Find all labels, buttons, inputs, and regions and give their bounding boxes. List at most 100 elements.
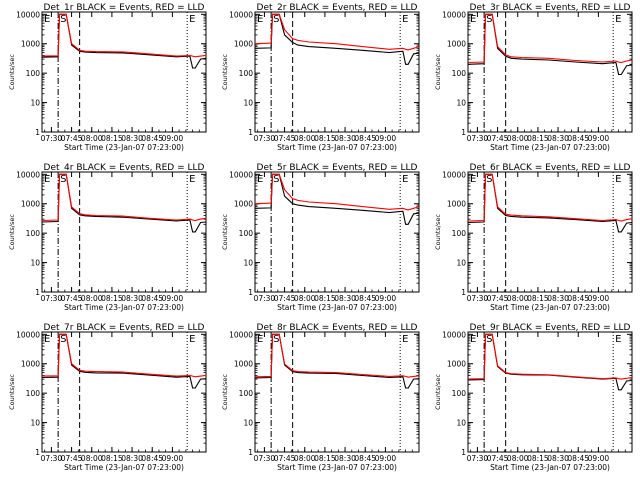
- chart-title: Det_3r BLACK = Events, RED = LLD: [470, 3, 631, 13]
- plot-frame: [467, 331, 633, 453]
- series-events-line: [42, 333, 206, 389]
- series-events-line: [255, 13, 419, 65]
- x-axis-label: Start Time (23-Jan-07 07:23:00): [64, 303, 184, 312]
- event-marker-label: S: [273, 14, 279, 25]
- y-tick-label: 1000: [234, 40, 253, 49]
- y-tick-label: 10: [456, 259, 466, 268]
- series-events-line: [255, 173, 419, 225]
- x-tick-label: 08:00: [507, 454, 529, 463]
- x-tick-label: 08:00: [81, 454, 103, 463]
- event-marker-label: E: [44, 174, 50, 185]
- x-tick-label: 08:15: [101, 294, 123, 303]
- event-marker-label: E: [615, 174, 621, 185]
- chart-title: Det_7r BLACK = Events, RED = LLD: [44, 323, 205, 333]
- x-tick-label: 08:00: [294, 294, 316, 303]
- event-marker-label: E: [615, 334, 621, 345]
- panel-2: Det_2r BLACK = Events, RED = LLD 1 10 100 10…: [221, 3, 420, 152]
- event-marker-label: E: [402, 334, 408, 345]
- event-marker-label: E: [44, 14, 50, 25]
- x-axis-label: Start Time (23-Jan-07 07:23:00): [277, 463, 397, 472]
- x-axis-label: Start Time (23-Jan-07 07:23:00): [277, 303, 397, 312]
- x-tick-label: 09:00: [375, 134, 397, 143]
- x-tick-label: 07:45: [274, 294, 296, 303]
- x-tick-label: 09:00: [588, 294, 610, 303]
- x-tick-label: 07:45: [274, 134, 296, 143]
- panel-7: Det_7r BLACK = Events, RED = LLD 1 10 100 10…: [8, 323, 207, 472]
- chart-title: Det_6r BLACK = Events, RED = LLD: [470, 163, 631, 173]
- y-tick-label: 10: [243, 419, 253, 428]
- x-tick-label: 08:45: [141, 294, 163, 303]
- y-tick-label: 1: [461, 448, 466, 457]
- x-tick-label: 07:45: [61, 134, 83, 143]
- y-tick-label: 1: [35, 448, 40, 457]
- panel-6: Det_6r BLACK = Events, RED = LLD 1 10 100 10…: [434, 163, 633, 312]
- y-tick-label: 1: [35, 288, 40, 297]
- event-marker-label: E: [257, 334, 263, 345]
- series-lld-line: [255, 333, 419, 378]
- x-tick-label: 07:30: [41, 134, 63, 143]
- x-tick-label: 08:45: [141, 134, 163, 143]
- x-tick-label: 08:30: [334, 134, 356, 143]
- x-tick-label: 09:00: [162, 454, 184, 463]
- x-tick-label: 08:15: [314, 134, 336, 143]
- series-events-line: [42, 13, 206, 69]
- x-tick-label: 07:30: [254, 134, 276, 143]
- x-tick-label: 08:45: [354, 454, 376, 463]
- event-marker-label: E: [257, 14, 263, 25]
- y-tick-label: 10000: [442, 170, 466, 179]
- y-tick-label: 10000: [16, 330, 40, 339]
- event-marker-label: E: [402, 14, 408, 25]
- y-tick-label: 1: [248, 448, 253, 457]
- panel-4: Det_4r BLACK = Events, RED = LLD 1 10 100 10…: [8, 163, 207, 312]
- event-marker-label: E: [470, 14, 476, 25]
- series-events-line: [468, 173, 632, 233]
- plot-frame: [41, 331, 207, 453]
- x-tick-label: 07:45: [487, 294, 509, 303]
- y-tick-label: 1000: [447, 40, 466, 49]
- event-marker-label: S: [486, 174, 492, 185]
- series-lld-line: [255, 13, 419, 51]
- x-tick-label: 08:45: [567, 294, 589, 303]
- series-events-line: [468, 13, 632, 76]
- y-tick-label: 100: [26, 69, 41, 78]
- panel-8: Det_8r BLACK = Events, RED = LLD 1 10 100 10…: [221, 323, 420, 472]
- chart-title: Det_9r BLACK = Events, RED = LLD: [470, 323, 631, 333]
- series-lld-line: [42, 333, 206, 378]
- y-tick-label: 1: [461, 128, 466, 137]
- event-marker-label: E: [615, 14, 621, 25]
- x-tick-label: 07:30: [41, 294, 63, 303]
- y-axis-label: Counts/sec: [8, 214, 16, 250]
- event-marker-label: E: [402, 174, 408, 185]
- y-tick-label: 10: [456, 99, 466, 108]
- y-axis-label: Counts/sec: [8, 54, 16, 90]
- series-events-line: [42, 173, 206, 233]
- chart-title: Det_1r BLACK = Events, RED = LLD: [44, 3, 205, 13]
- x-tick-label: 08:00: [81, 134, 103, 143]
- y-tick-label: 10: [456, 419, 466, 428]
- panel-1: Det_1r BLACK = Events, RED = LLD 1 10 100 10…: [8, 3, 207, 152]
- event-marker-label: S: [60, 174, 66, 185]
- event-marker-label: S: [486, 14, 492, 25]
- y-tick-label: 100: [452, 229, 467, 238]
- y-tick-label: 10000: [442, 10, 466, 19]
- plot-frame: [467, 171, 633, 293]
- y-axis-label: Counts/sec: [434, 54, 442, 90]
- x-tick-label: 08:30: [121, 294, 143, 303]
- x-tick-label: 09:00: [588, 134, 610, 143]
- x-axis-label: Start Time (23-Jan-07 07:23:00): [277, 143, 397, 152]
- y-tick-label: 100: [239, 69, 254, 78]
- y-axis-label: Counts/sec: [221, 374, 229, 410]
- y-tick-label: 1: [248, 288, 253, 297]
- x-tick-label: 08:15: [527, 294, 549, 303]
- y-axis-label: Counts/sec: [434, 374, 442, 410]
- x-tick-label: 08:00: [507, 134, 529, 143]
- x-tick-label: 07:30: [467, 454, 489, 463]
- plot-frame: [254, 11, 420, 133]
- y-axis-label: Counts/sec: [221, 214, 229, 250]
- x-tick-label: 08:45: [567, 454, 589, 463]
- series-lld-line: [468, 173, 632, 222]
- x-tick-label: 08:45: [567, 134, 589, 143]
- event-marker-label: E: [257, 174, 263, 185]
- x-tick-label: 07:45: [61, 294, 83, 303]
- x-tick-label: 07:45: [61, 454, 83, 463]
